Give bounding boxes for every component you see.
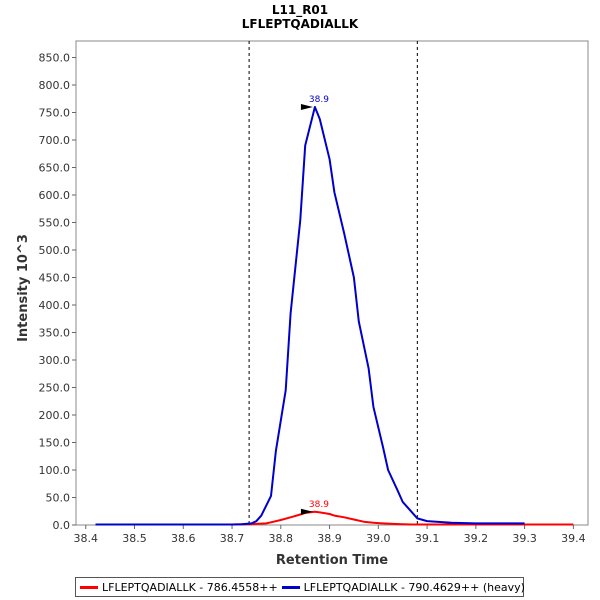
y-tick-label: 600.0 bbox=[39, 189, 71, 202]
x-tick-label: 39.2 bbox=[464, 532, 489, 545]
y-tick-label: 450.0 bbox=[39, 272, 71, 285]
legend-label-heavy: LFLEPTQADIALLK - 790.4629++ (heavy) bbox=[303, 580, 525, 594]
x-tick-label: 39.0 bbox=[366, 532, 391, 545]
legend: LFLEPTQADIALLK - 786.4558++ LFLEPTQADIAL… bbox=[75, 577, 525, 597]
x-axis: 38.4 38.5 38.6 38.7 38.8 38.9 39.0 39.1 39.2 39.3… bbox=[74, 525, 586, 545]
peak-marker-1 bbox=[300, 104, 313, 110]
legend-swatch-light bbox=[80, 585, 98, 589]
x-tick-label: 38.4 bbox=[74, 532, 99, 545]
y-tick-label: 100.0 bbox=[39, 464, 71, 477]
x-tick-label: 38.7 bbox=[220, 532, 245, 545]
x-tick-label: 38.5 bbox=[122, 532, 147, 545]
x-tick-label: 39.4 bbox=[561, 532, 586, 545]
chart-title: L11_R01 bbox=[272, 3, 328, 18]
peak-label-0: 38.9 bbox=[309, 500, 329, 510]
y-tick-label: 150.0 bbox=[39, 437, 71, 450]
y-tick-label: 400.0 bbox=[39, 299, 71, 312]
x-tick-label: 39.1 bbox=[415, 532, 440, 545]
legend-item-light: LFLEPTQADIALLK - 786.4558++ bbox=[80, 581, 278, 594]
y-tick-label: 50.0 bbox=[46, 492, 71, 505]
x-tick-label: 38.9 bbox=[317, 532, 342, 545]
series-line-1 bbox=[95, 106, 525, 526]
y-tick-label: 200.0 bbox=[39, 409, 71, 422]
y-tick-label: 700.0 bbox=[39, 134, 71, 147]
y-tick-label: 0.0 bbox=[53, 519, 71, 532]
peak-marker-0 bbox=[300, 508, 313, 515]
x-tick-label: 38.6 bbox=[171, 532, 196, 545]
legend-item-heavy: LFLEPTQADIALLK - 790.4629++ (heavy) bbox=[281, 580, 525, 594]
y-axis: 0.0 50.0 100.0 150.0 200.0 250.0 300.0 350.0 400… bbox=[39, 52, 76, 532]
chart-subtitle: LFLEPTQADIALLK bbox=[242, 17, 359, 31]
y-tick-label: 750.0 bbox=[39, 107, 71, 120]
x-axis-label: Retention Time bbox=[276, 553, 388, 568]
x-tick-label: 38.8 bbox=[269, 532, 294, 545]
series-layer bbox=[95, 106, 574, 526]
y-tick-label: 500.0 bbox=[39, 244, 71, 257]
peak-labels: 38.9 38.9 bbox=[300, 95, 329, 515]
legend-swatch-heavy bbox=[281, 585, 300, 589]
x-tick-label: 39.3 bbox=[512, 532, 537, 545]
peak-boundaries bbox=[248, 41, 418, 525]
y-tick-label: 650.0 bbox=[39, 162, 71, 175]
y-tick-label: 550.0 bbox=[39, 217, 71, 230]
legend-label-light: LFLEPTQADIALLK - 786.4558++ bbox=[102, 580, 278, 594]
y-tick-label: 300.0 bbox=[39, 354, 71, 367]
y-tick-label: 250.0 bbox=[39, 382, 71, 395]
plot-area bbox=[75, 40, 589, 526]
peak-label-1: 38.9 bbox=[309, 95, 329, 105]
y-tick-label: 350.0 bbox=[39, 327, 71, 340]
chromatogram-chart: L11_R01 LFLEPTQADIALLK 0.0 50.0 100.0 150.0… bbox=[16, 3, 589, 568]
y-tick-label: 850.0 bbox=[39, 52, 71, 65]
y-axis-label: Intensity 10^3 bbox=[16, 234, 31, 342]
y-tick-label: 800.0 bbox=[39, 79, 71, 92]
